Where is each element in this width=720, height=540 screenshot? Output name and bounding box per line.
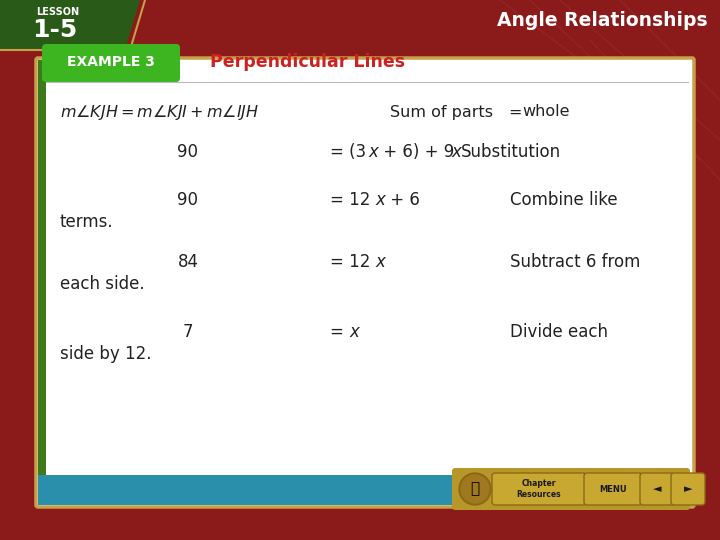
Text: MENU: MENU bbox=[599, 484, 627, 494]
FancyBboxPatch shape bbox=[38, 60, 46, 505]
Text: 🌍: 🌍 bbox=[470, 482, 480, 496]
Text: + 6) + 9: + 6) + 9 bbox=[378, 143, 454, 161]
Text: =: = bbox=[508, 105, 521, 119]
Text: Subtract 6 from: Subtract 6 from bbox=[510, 253, 640, 271]
Circle shape bbox=[459, 473, 491, 505]
Text: 90: 90 bbox=[178, 143, 199, 161]
FancyBboxPatch shape bbox=[492, 473, 586, 505]
Text: ◄: ◄ bbox=[653, 484, 661, 494]
Text: Angle Relationships: Angle Relationships bbox=[498, 10, 708, 30]
Text: x: x bbox=[368, 143, 378, 161]
Text: x: x bbox=[375, 253, 385, 271]
Text: Divide each: Divide each bbox=[510, 323, 608, 341]
Text: =: = bbox=[330, 323, 349, 341]
FancyBboxPatch shape bbox=[640, 473, 674, 505]
Text: x: x bbox=[375, 191, 385, 209]
Text: side by 12.: side by 12. bbox=[60, 345, 151, 363]
FancyBboxPatch shape bbox=[671, 473, 705, 505]
Text: x: x bbox=[451, 143, 461, 161]
Text: = 12: = 12 bbox=[330, 253, 370, 271]
FancyBboxPatch shape bbox=[452, 468, 690, 510]
Text: = (3: = (3 bbox=[330, 143, 366, 161]
Text: Substitution: Substitution bbox=[461, 143, 561, 161]
Text: EXAMPLE 3: EXAMPLE 3 bbox=[67, 55, 155, 69]
Text: whole: whole bbox=[522, 105, 570, 119]
Text: Sum of parts: Sum of parts bbox=[390, 105, 493, 119]
FancyBboxPatch shape bbox=[42, 44, 180, 82]
Text: Perpendicular Lines: Perpendicular Lines bbox=[210, 53, 405, 71]
Text: terms.: terms. bbox=[60, 213, 114, 231]
Text: ►: ► bbox=[684, 484, 692, 494]
Text: Chapter
Resources: Chapter Resources bbox=[517, 480, 562, 499]
FancyBboxPatch shape bbox=[38, 475, 692, 505]
Text: = 12: = 12 bbox=[330, 191, 370, 209]
Text: x: x bbox=[349, 323, 359, 341]
Circle shape bbox=[461, 475, 489, 503]
Text: each side.: each side. bbox=[60, 275, 145, 293]
FancyBboxPatch shape bbox=[584, 473, 642, 505]
Polygon shape bbox=[0, 0, 140, 50]
Text: LESSON: LESSON bbox=[37, 7, 80, 17]
Text: 7: 7 bbox=[183, 323, 193, 341]
Text: 90: 90 bbox=[178, 191, 199, 209]
Text: + 6: + 6 bbox=[385, 191, 420, 209]
Text: 1-5: 1-5 bbox=[32, 18, 78, 42]
Text: $m\angle KJH = m\angle KJI + m\angle IJH$: $m\angle KJH = m\angle KJI + m\angle IJH… bbox=[60, 103, 259, 122]
Text: Combine like: Combine like bbox=[510, 191, 618, 209]
FancyBboxPatch shape bbox=[36, 58, 694, 507]
Text: 84: 84 bbox=[178, 253, 199, 271]
